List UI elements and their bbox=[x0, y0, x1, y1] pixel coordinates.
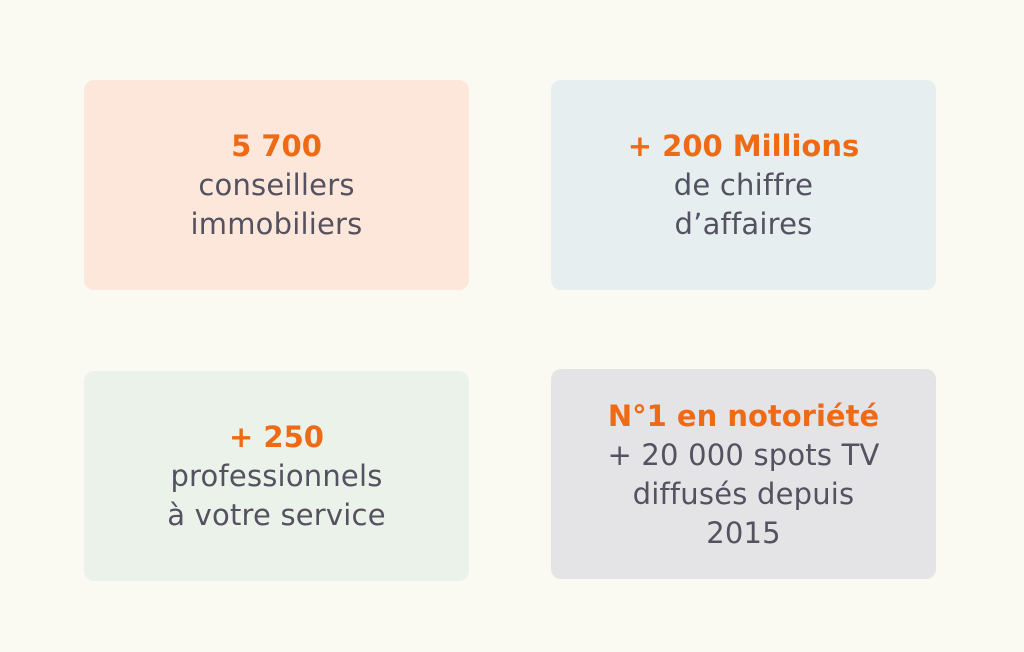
stat-card-revenue: + 200 Millions de chiffre d’affaires bbox=[551, 80, 936, 290]
stat-highlight: + 250 bbox=[229, 420, 324, 454]
stat-description-line: d’affaires bbox=[674, 207, 813, 241]
stat-highlight: N°1 en notoriété bbox=[607, 398, 880, 433]
stat-card-notoriety: N°1 en notoriété + 20 000 spots TV diffu… bbox=[551, 369, 936, 579]
stat-highlight: 5 700 bbox=[231, 129, 322, 163]
stat-description-line: diffusés depuis bbox=[632, 476, 855, 511]
stat-description-line: immobiliers bbox=[190, 207, 363, 241]
stat-card-advisors: 5 700 conseillers immobiliers bbox=[84, 80, 469, 290]
stat-description-line: conseillers bbox=[198, 168, 355, 202]
stat-description-line: professionnels bbox=[170, 459, 383, 493]
stat-description-line: de chiffre bbox=[673, 168, 814, 202]
stat-description-line: à votre service bbox=[167, 498, 386, 532]
stat-card-professionals: + 250 professionnels à votre service bbox=[84, 371, 469, 581]
stat-highlight: + 200 Millions bbox=[627, 129, 860, 163]
stat-description-line: 2015 bbox=[706, 515, 781, 550]
stat-description-line: + 20 000 spots TV bbox=[607, 437, 880, 472]
